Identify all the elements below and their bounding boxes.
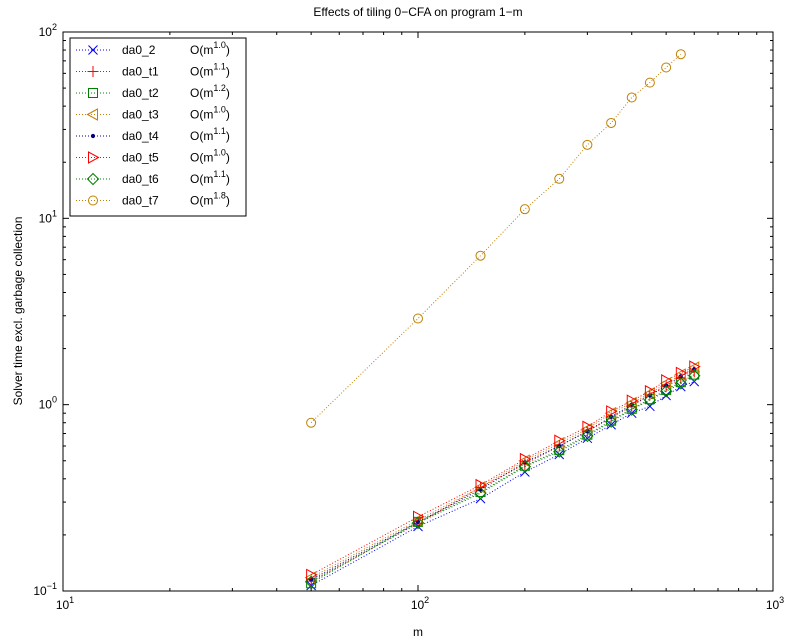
- series-line: [310, 367, 695, 579]
- legend-item: da0_t5 O(m1.0): [76, 148, 230, 165]
- legend-series-name: da0_t3: [122, 108, 159, 122]
- data-point: [413, 510, 425, 524]
- series-line: [310, 368, 695, 581]
- legend-box: [69, 37, 247, 217]
- y-tick-label: 100: [39, 395, 57, 412]
- plot-content: [304, 49, 701, 591]
- x-tick-label: 102: [411, 595, 429, 612]
- data-point: [554, 173, 565, 184]
- data-point: [553, 445, 566, 458]
- data-point: [474, 486, 487, 500]
- legend-order: O(m1.1): [190, 169, 230, 186]
- legend-series-name: da0_2: [122, 43, 156, 57]
- series-line: [310, 375, 695, 583]
- data-point: [661, 374, 673, 387]
- x-tick-label: 101: [56, 595, 74, 612]
- legend-item: da0_t1 O(m1.1): [76, 62, 230, 79]
- series-da0-t5: [306, 360, 701, 582]
- data-point: [626, 92, 637, 103]
- data-point: [688, 369, 701, 382]
- legend-series-name: da0_t5: [122, 151, 159, 165]
- legend-series-name: da0_t6: [122, 172, 159, 186]
- data-point: [581, 429, 594, 443]
- data-point: [661, 390, 671, 401]
- legend-marker: [88, 195, 98, 206]
- legend-item: da0_t7 O(m1.8): [76, 191, 230, 208]
- data-point: [582, 420, 594, 434]
- legend-marker: [87, 66, 99, 77]
- series-line: [310, 366, 695, 576]
- data-point: [661, 62, 672, 73]
- data-point: [689, 360, 701, 373]
- legend-item: da0_2 O(m1.0): [76, 40, 230, 57]
- legend-item: da0_t6 O(m1.1): [76, 169, 230, 186]
- data-point: [644, 77, 655, 88]
- series-da0-t7: [306, 49, 686, 428]
- data-point: [604, 415, 618, 428]
- data-point: [519, 204, 530, 215]
- legend-series-name: da0_t4: [122, 129, 159, 143]
- data-point: [675, 49, 686, 60]
- y-tick-label: 10−1: [33, 581, 57, 598]
- legend-order: O(m1.0): [190, 40, 230, 57]
- data-point: [306, 417, 317, 428]
- legend-order: O(m1.0): [190, 148, 230, 165]
- legend-marker: [90, 133, 96, 139]
- data-point: [643, 393, 657, 407]
- legend-order: O(m1.8): [190, 191, 230, 208]
- legend-marker: [86, 108, 98, 121]
- y-axis-label: Solver time excl. garbage collection: [11, 217, 25, 406]
- legend-item: da0_t3 O(m1.0): [76, 105, 230, 122]
- data-point: [582, 433, 593, 444]
- legend-marker: [88, 151, 100, 164]
- y-tick-label: 102: [39, 22, 57, 39]
- data-point: [554, 434, 566, 448]
- data-point: [606, 405, 618, 418]
- data-point: [304, 575, 318, 589]
- legend-series-name: da0_t7: [122, 194, 159, 208]
- ticks: 101 102 103 10−1 100 101 102: [33, 22, 784, 612]
- data-point: [518, 460, 532, 473]
- legend-order: O(m1.1): [190, 62, 230, 79]
- x-tick-label: 103: [766, 595, 784, 612]
- data-point: [411, 516, 425, 530]
- legend-item: da0_t2 O(m1.2): [76, 83, 230, 100]
- chart-title: Effects of tiling 0−CFA on program 1−m: [313, 5, 522, 19]
- data-point: [582, 139, 593, 150]
- legend-order: O(m1.0): [190, 105, 230, 122]
- data-point: [644, 384, 657, 398]
- data-point: [413, 313, 423, 324]
- legend-order: O(m1.1): [190, 126, 230, 143]
- data-point: [306, 568, 318, 582]
- data-point: [674, 377, 688, 390]
- legend-marker: [86, 172, 100, 186]
- data-point: [606, 117, 617, 128]
- legend-series-name: da0_t1: [122, 65, 159, 79]
- x-axis-label: m: [413, 625, 423, 639]
- legend: da0_2 O(m1.0)da0_t1 O(m1.1)da0_t2 O(m1.2)da…: [69, 37, 247, 217]
- data-point: [659, 385, 673, 398]
- legend-item: da0_t4 O(m1.1): [76, 126, 230, 143]
- legend-marker: [88, 88, 98, 98]
- series-line: [310, 374, 695, 584]
- data-point: [626, 394, 639, 408]
- legend-order: O(m1.2): [190, 83, 230, 100]
- legend-series-name: da0_t2: [122, 86, 159, 100]
- data-point: [625, 403, 638, 416]
- legend-marker: [88, 45, 98, 55]
- series-da0-t6: [304, 369, 701, 589]
- data-point: [675, 366, 688, 380]
- y-tick-label: 101: [39, 208, 57, 225]
- data-point: [475, 250, 486, 261]
